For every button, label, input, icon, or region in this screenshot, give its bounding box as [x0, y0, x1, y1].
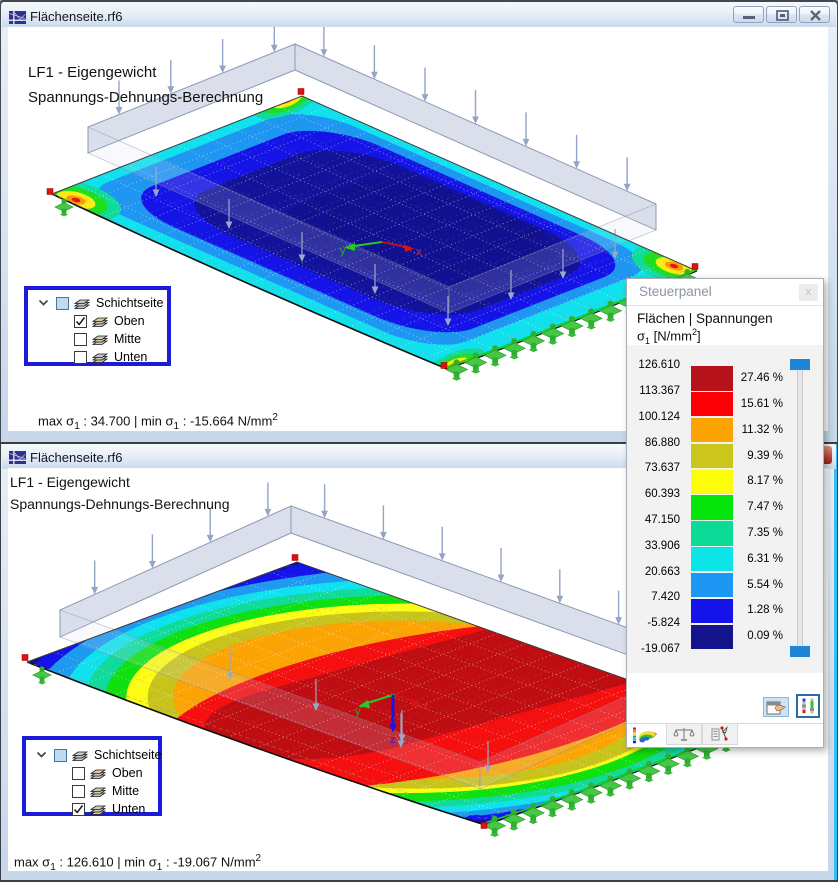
svg-text:y: y	[355, 706, 361, 718]
svg-text:x: x	[423, 701, 429, 713]
svg-text:y: y	[340, 245, 346, 257]
svg-text:x: x	[416, 246, 422, 258]
svg-text:z: z	[390, 734, 396, 746]
